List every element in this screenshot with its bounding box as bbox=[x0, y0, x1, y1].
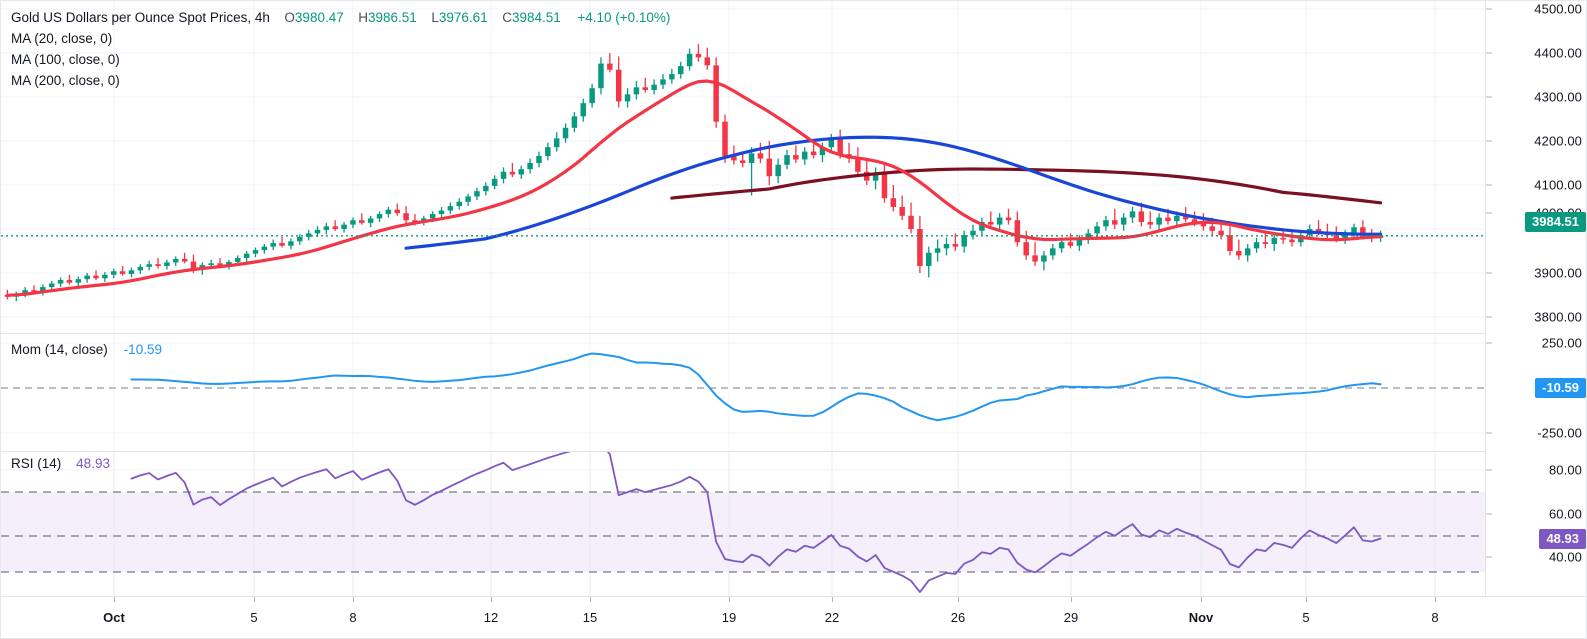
momentum-plot bbox=[1, 334, 1485, 451]
momentum-line bbox=[130, 352, 1382, 422]
time-axis-label: 22 bbox=[824, 610, 840, 625]
time-axis-label: 8 bbox=[349, 610, 357, 625]
price-axis-label: 4300.00 bbox=[1534, 89, 1582, 105]
current-price-badge: 3984.51 bbox=[1525, 212, 1586, 232]
price-plot bbox=[1, 1, 1485, 333]
price-axis-label: 3800.00 bbox=[1534, 309, 1582, 325]
time-axis-tick bbox=[729, 597, 730, 602]
time-axis-tick bbox=[958, 597, 959, 602]
price-gridlines bbox=[1, 1, 1485, 333]
time-axis-tick bbox=[590, 597, 591, 602]
momentum-pane[interactable] bbox=[1, 334, 1485, 451]
rsi-axis-label: 40.00 bbox=[1548, 549, 1582, 565]
time-axis-label: 15 bbox=[582, 610, 598, 625]
price-axis-label: 4400.00 bbox=[1534, 45, 1582, 61]
price-axis-label: 4500.00 bbox=[1534, 1, 1582, 17]
ma100-line bbox=[404, 135, 1383, 250]
momentum-axis-label: -250.00 bbox=[1537, 425, 1582, 441]
time-axis-label: 8 bbox=[1431, 610, 1439, 625]
time-axis-label: 19 bbox=[721, 610, 737, 625]
time-axis-tick bbox=[254, 597, 255, 602]
price-axis[interactable]: 4500.00 4400.00 4300.00 4200.00 4100.00 … bbox=[1485, 1, 1586, 596]
pane-separator-mom-rsi bbox=[1, 451, 1586, 452]
time-axis-label: 5 bbox=[1302, 610, 1310, 625]
pane-separator-price-mom bbox=[1, 333, 1586, 334]
time-axis-label: Oct bbox=[103, 610, 125, 625]
time-axis-label: 12 bbox=[483, 610, 499, 625]
momentum-value-badge: -10.59 bbox=[1535, 378, 1586, 398]
time-axis-tick bbox=[491, 597, 492, 602]
rsi-plot bbox=[1, 452, 1485, 596]
time-axis[interactable]: Oct 5 8 12 15 19 22 26 29 Nov 5 8 bbox=[1, 596, 1586, 638]
price-pane[interactable] bbox=[1, 1, 1485, 333]
time-axis-tick bbox=[353, 597, 354, 602]
time-axis-tick bbox=[832, 597, 833, 602]
time-axis-tick bbox=[1201, 597, 1202, 602]
rsi-gridlines bbox=[1, 452, 1485, 596]
price-axis-label: 4200.00 bbox=[1534, 133, 1582, 149]
rsi-band-fill bbox=[1, 492, 1485, 572]
time-axis-tick bbox=[114, 597, 115, 602]
time-axis-label: Nov bbox=[1188, 610, 1214, 625]
momentum-gridlines bbox=[1, 334, 1485, 451]
momentum-axis-label: 250.00 bbox=[1541, 335, 1582, 351]
price-axis-label: 3900.00 bbox=[1534, 265, 1582, 281]
rsi-value-badge: 48.93 bbox=[1539, 529, 1586, 549]
rsi-axis-label: 80.00 bbox=[1548, 462, 1582, 478]
rsi-line bbox=[130, 452, 1382, 593]
ma20-line bbox=[5, 79, 1383, 297]
time-axis-label: 29 bbox=[1063, 610, 1079, 625]
rsi-pane[interactable] bbox=[1, 452, 1485, 596]
time-axis-tick bbox=[1435, 597, 1436, 602]
time-axis-label: 26 bbox=[950, 610, 966, 625]
rsi-axis-label: 60.00 bbox=[1548, 506, 1582, 522]
candlestick-series bbox=[4, 44, 1384, 302]
price-axis-label: 4100.00 bbox=[1534, 177, 1582, 193]
time-axis-label: 5 bbox=[250, 610, 258, 625]
time-axis-tick bbox=[1306, 597, 1307, 602]
time-axis-tick bbox=[1071, 597, 1072, 602]
